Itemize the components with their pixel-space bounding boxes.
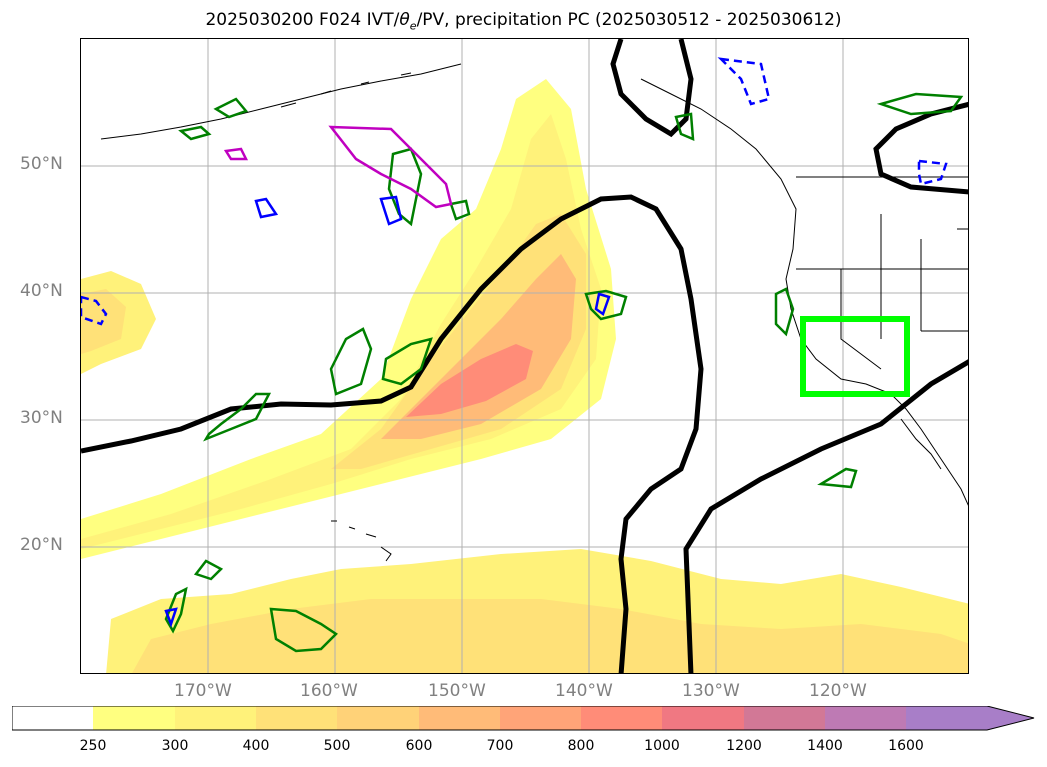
pv-green-center bbox=[329, 327, 373, 396]
pv-contours-green bbox=[164, 92, 964, 653]
colorbar-bin-800 bbox=[581, 706, 662, 730]
colorbar-under bbox=[12, 706, 93, 730]
pv-green-aleut bbox=[178, 97, 249, 141]
pv-blue-2 bbox=[379, 195, 403, 226]
alaska-coast bbox=[100, 63, 462, 140]
pv-green-south-1 bbox=[269, 607, 338, 653]
pv-green-east bbox=[584, 289, 628, 321]
pv-green-south-3 bbox=[193, 559, 224, 581]
lon-label-140w: 140°W bbox=[555, 681, 613, 701]
colorbar-bin-1200 bbox=[744, 706, 825, 730]
colorbar-tick-1400: 1400 bbox=[807, 738, 843, 754]
colorbar-bin-400 bbox=[256, 706, 337, 730]
pv-blue-dash-2 bbox=[917, 159, 948, 186]
colorbar-bin-300 bbox=[175, 706, 256, 730]
lon-label-160w: 160°W bbox=[300, 681, 358, 701]
colorbar-bin-1000 bbox=[662, 706, 744, 730]
state-borders bbox=[796, 214, 968, 370]
lat-label-20n: 20°N bbox=[20, 535, 63, 555]
pv-contours-magenta bbox=[223, 125, 453, 209]
lon-label-170w: 170°W bbox=[174, 681, 232, 701]
pv-green-dep bbox=[449, 199, 471, 221]
colorbar-tick-700: 700 bbox=[486, 738, 514, 754]
pv-contours-blue bbox=[81, 57, 948, 628]
ivt-south-band-inner bbox=[132, 599, 968, 673]
colorbar-tick-600: 600 bbox=[405, 738, 433, 754]
pv-green-mid bbox=[381, 337, 433, 386]
colorbar bbox=[11, 705, 1037, 736]
colorbar-tick-1600: 1600 bbox=[888, 738, 924, 754]
lon-label-150w: 150°W bbox=[428, 681, 486, 701]
map-canvas bbox=[81, 39, 968, 673]
map-title: 2025030200 F024 IVT/θe/PV, precipitation… bbox=[205, 10, 842, 33]
colorbar-tick-1000: 1000 bbox=[644, 738, 680, 754]
colorbar-bin-500 bbox=[337, 706, 419, 730]
pv-magenta-2 bbox=[223, 147, 249, 161]
pv-blue-1 bbox=[254, 197, 279, 219]
colorbar-outline bbox=[11, 705, 1035, 731]
lat-label-30n: 30°N bbox=[20, 408, 63, 428]
pv-blue-3 bbox=[594, 292, 611, 316]
colorbar-bin-600 bbox=[419, 706, 500, 730]
pv-magenta-1 bbox=[328, 125, 453, 209]
precipitation-target-box bbox=[800, 316, 910, 397]
ivt-shading bbox=[81, 79, 968, 673]
pv-green-alaska bbox=[674, 112, 695, 141]
map-panel[interactable] bbox=[80, 38, 969, 674]
colorbar-tick-300: 300 bbox=[161, 738, 189, 754]
ivt-plume-300 bbox=[81, 114, 601, 549]
lat-label-40n: 40°N bbox=[20, 281, 63, 301]
theta-e-ne-loop bbox=[873, 101, 968, 195]
colorbar-bin-1400 bbox=[825, 706, 906, 730]
ivt-plume-800 bbox=[406, 344, 533, 417]
baja-coast bbox=[900, 418, 942, 470]
colorbar-tick-250: 250 bbox=[79, 738, 107, 754]
pv-green-south-ne bbox=[817, 467, 858, 489]
theta-e-western-trough bbox=[81, 194, 704, 673]
colorbar-extend-arrow bbox=[987, 706, 1034, 730]
pv-blue-dash-1 bbox=[717, 57, 771, 106]
lon-label-130w: 130°W bbox=[682, 681, 740, 701]
colorbar-tick-500: 500 bbox=[323, 738, 351, 754]
colorbar-tick-1200: 1200 bbox=[726, 738, 762, 754]
coastlines bbox=[100, 63, 968, 562]
ivt-plume-400 bbox=[331, 214, 586, 469]
colorbar-bin-700 bbox=[500, 706, 581, 730]
colorbar-bin-1600 bbox=[906, 706, 987, 730]
na-west-coast bbox=[640, 78, 968, 506]
graticule bbox=[81, 39, 968, 673]
pv-green-wcoast bbox=[774, 287, 795, 337]
colorbar-bin-250 bbox=[93, 706, 175, 730]
pv-green-west bbox=[203, 392, 272, 442]
colorbar-tick-800: 800 bbox=[567, 738, 595, 754]
theta-e-contours bbox=[81, 39, 968, 673]
hawaii-islands bbox=[331, 520, 392, 562]
aleutian-islands bbox=[280, 72, 412, 108]
pv-blue-4 bbox=[164, 607, 178, 628]
colorbar-tick-400: 400 bbox=[242, 738, 270, 754]
theta-e-alaska-ridge bbox=[610, 39, 694, 138]
lon-label-120w: 120°W bbox=[809, 681, 867, 701]
pv-green-ne bbox=[876, 92, 964, 116]
pv-green-south-2 bbox=[164, 586, 188, 634]
theta-e-eastern-curve bbox=[683, 359, 968, 673]
lat-label-50n: 50°N bbox=[20, 154, 63, 174]
ivt-plume-600 bbox=[381, 254, 576, 439]
